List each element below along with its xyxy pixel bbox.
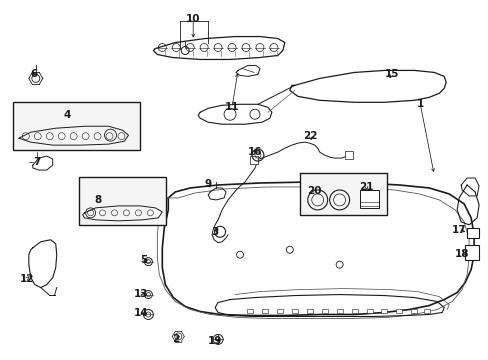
Text: 9: 9 [204,179,211,189]
Text: 10: 10 [185,14,200,24]
Text: 18: 18 [454,249,468,259]
Text: 13: 13 [134,289,148,298]
Text: 2: 2 [171,334,179,345]
Text: 7: 7 [33,157,41,167]
Text: 16: 16 [247,147,262,157]
Bar [410,310,416,314]
Bar [464,245,478,260]
Bar [291,310,297,314]
Bar [366,310,372,314]
Bar [351,310,357,314]
Text: 6: 6 [30,69,38,80]
Bar [306,310,312,314]
Bar [246,310,252,314]
Text: 22: 22 [303,131,317,141]
Bar [424,310,429,314]
Text: 8: 8 [94,195,101,205]
Bar [276,310,282,314]
Bar [336,310,342,314]
Bar [262,310,267,314]
Text: 3: 3 [211,227,218,237]
Text: 1: 1 [416,99,423,109]
Bar [396,310,402,314]
Bar [466,228,478,238]
Text: 14: 14 [134,309,148,319]
Text: 12: 12 [20,274,34,284]
Text: 20: 20 [307,186,321,196]
Bar [359,190,379,208]
Bar [299,173,386,215]
Bar [249,156,258,164]
Text: 11: 11 [224,102,239,112]
Bar [321,310,327,314]
Bar [79,177,166,225]
Bar [344,151,352,159]
Bar [13,102,140,150]
Text: 5: 5 [140,255,147,265]
Bar [381,310,386,314]
Text: 15: 15 [385,69,399,80]
Text: 21: 21 [359,182,373,192]
Text: 19: 19 [207,336,222,346]
Text: 17: 17 [451,225,466,235]
Text: 4: 4 [63,110,70,120]
